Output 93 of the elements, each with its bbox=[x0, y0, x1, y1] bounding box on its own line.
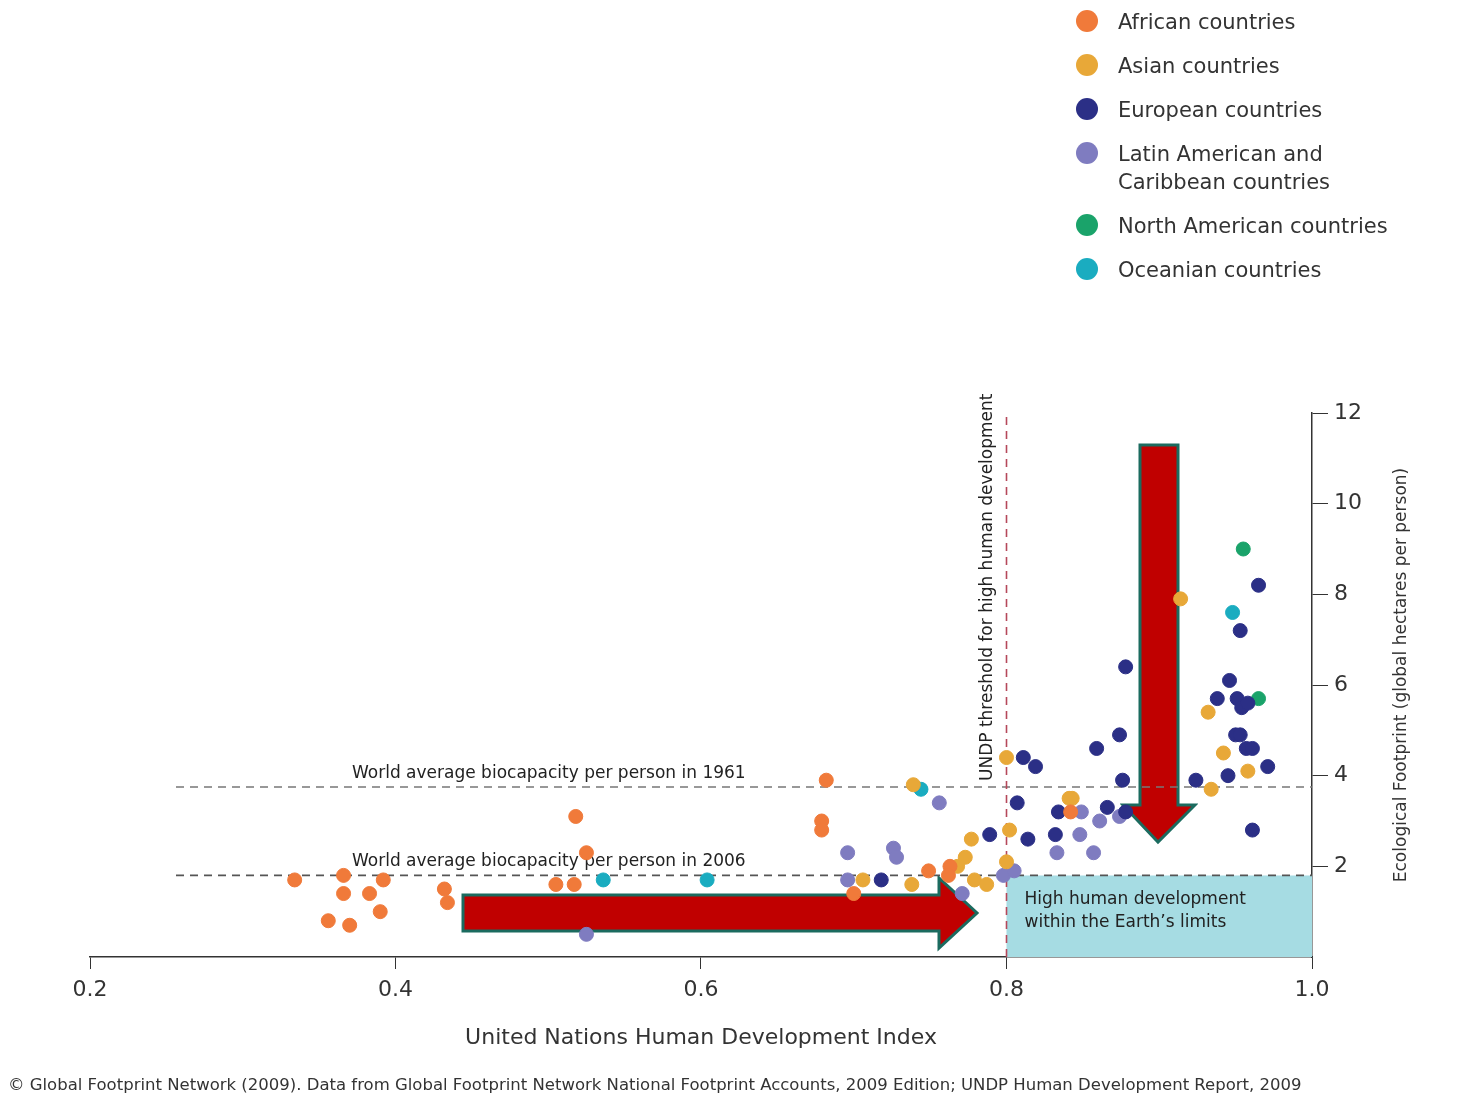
point bbox=[855, 872, 871, 888]
point bbox=[904, 876, 920, 892]
point bbox=[982, 827, 998, 843]
y-axis-title: Ecological Footprint (global hectares per person) bbox=[1390, 467, 1411, 883]
x-tick-label: 0.4 bbox=[378, 975, 413, 1001]
point bbox=[818, 772, 834, 788]
point bbox=[840, 845, 856, 861]
point bbox=[1200, 704, 1216, 720]
y-tick-label: 4 bbox=[1334, 761, 1348, 787]
point bbox=[595, 872, 611, 888]
point bbox=[846, 886, 862, 902]
point bbox=[699, 872, 715, 888]
point bbox=[1112, 727, 1128, 743]
ref-line-label: UNDP threshold for high human development bbox=[976, 393, 997, 781]
point bbox=[375, 872, 391, 888]
point bbox=[362, 886, 378, 902]
point bbox=[1240, 763, 1256, 779]
point bbox=[1215, 745, 1231, 761]
point bbox=[1072, 827, 1088, 843]
point bbox=[999, 854, 1014, 870]
point bbox=[1260, 759, 1276, 775]
point bbox=[1009, 795, 1025, 811]
point bbox=[921, 863, 937, 879]
point bbox=[873, 872, 889, 888]
point bbox=[1099, 799, 1115, 815]
point bbox=[840, 872, 856, 888]
point bbox=[439, 895, 455, 911]
legend-label: North American countries bbox=[1118, 213, 1388, 240]
legend-label: Latin American and Caribbean countries bbox=[1118, 141, 1331, 196]
point bbox=[1220, 768, 1236, 784]
point bbox=[1115, 772, 1131, 788]
y-tick-label: 12 bbox=[1334, 398, 1362, 424]
point bbox=[1188, 772, 1204, 788]
point bbox=[342, 917, 358, 933]
x-tick-label: 0.2 bbox=[72, 975, 108, 1001]
point bbox=[1118, 659, 1134, 675]
point bbox=[336, 867, 352, 883]
point bbox=[336, 886, 352, 902]
ref-line-label: World average biocapacity per person in 1961 bbox=[352, 761, 746, 782]
legend-label: European countries bbox=[1118, 97, 1323, 124]
point bbox=[1203, 781, 1219, 797]
point bbox=[1209, 691, 1225, 707]
point bbox=[1028, 759, 1044, 775]
y-tick-label: 6 bbox=[1334, 670, 1348, 696]
point bbox=[372, 904, 388, 920]
point bbox=[1049, 845, 1065, 861]
x-axis-title: United Nations Human Development Index bbox=[465, 1023, 937, 1049]
x-tick-label: 0.6 bbox=[683, 975, 719, 1001]
point bbox=[905, 777, 921, 793]
point bbox=[966, 872, 982, 888]
legend-label: Asian countries bbox=[1118, 53, 1280, 80]
point bbox=[1118, 804, 1134, 820]
point bbox=[1244, 822, 1260, 838]
point bbox=[957, 849, 973, 865]
point bbox=[1020, 831, 1036, 847]
point bbox=[1173, 591, 1189, 607]
point bbox=[979, 876, 995, 892]
point bbox=[1002, 822, 1018, 838]
point bbox=[1050, 804, 1066, 820]
point bbox=[889, 849, 905, 865]
x-tick-label: 1.0 bbox=[1294, 975, 1330, 1001]
point bbox=[931, 795, 947, 811]
point bbox=[1086, 845, 1102, 861]
point bbox=[963, 831, 979, 847]
point bbox=[1047, 827, 1063, 843]
point bbox=[1232, 623, 1248, 639]
y-tick-label: 10 bbox=[1334, 489, 1362, 515]
point bbox=[548, 876, 564, 892]
point bbox=[1092, 813, 1108, 829]
point bbox=[436, 881, 452, 897]
point bbox=[1235, 541, 1251, 557]
point bbox=[1222, 672, 1238, 688]
point bbox=[999, 750, 1014, 766]
point bbox=[320, 913, 336, 929]
text: © Global Footprint Network (2009). Data from Global Footprint Network National Footprint Accounts, 2009 Edition; UNDP Human Development Report, 2009 bbox=[8, 1075, 1302, 1095]
point bbox=[954, 886, 970, 902]
y-tick-label: 8 bbox=[1334, 580, 1348, 606]
point bbox=[1251, 577, 1267, 593]
point bbox=[1225, 604, 1241, 620]
point bbox=[1089, 740, 1105, 756]
point bbox=[578, 926, 594, 942]
point bbox=[566, 876, 582, 892]
point bbox=[1015, 750, 1031, 766]
band-label: High human development within the Earth’s limits bbox=[1024, 888, 1247, 932]
x-tick-label: 0.8 bbox=[989, 975, 1024, 1001]
point bbox=[1063, 804, 1079, 820]
legend-label: African countries bbox=[1118, 9, 1296, 36]
point bbox=[1006, 863, 1022, 879]
legend-label: Oceanian countries bbox=[1118, 257, 1322, 284]
point bbox=[568, 808, 584, 824]
point bbox=[1251, 691, 1267, 707]
y-tick-label: 2 bbox=[1334, 852, 1348, 878]
point bbox=[287, 872, 303, 888]
